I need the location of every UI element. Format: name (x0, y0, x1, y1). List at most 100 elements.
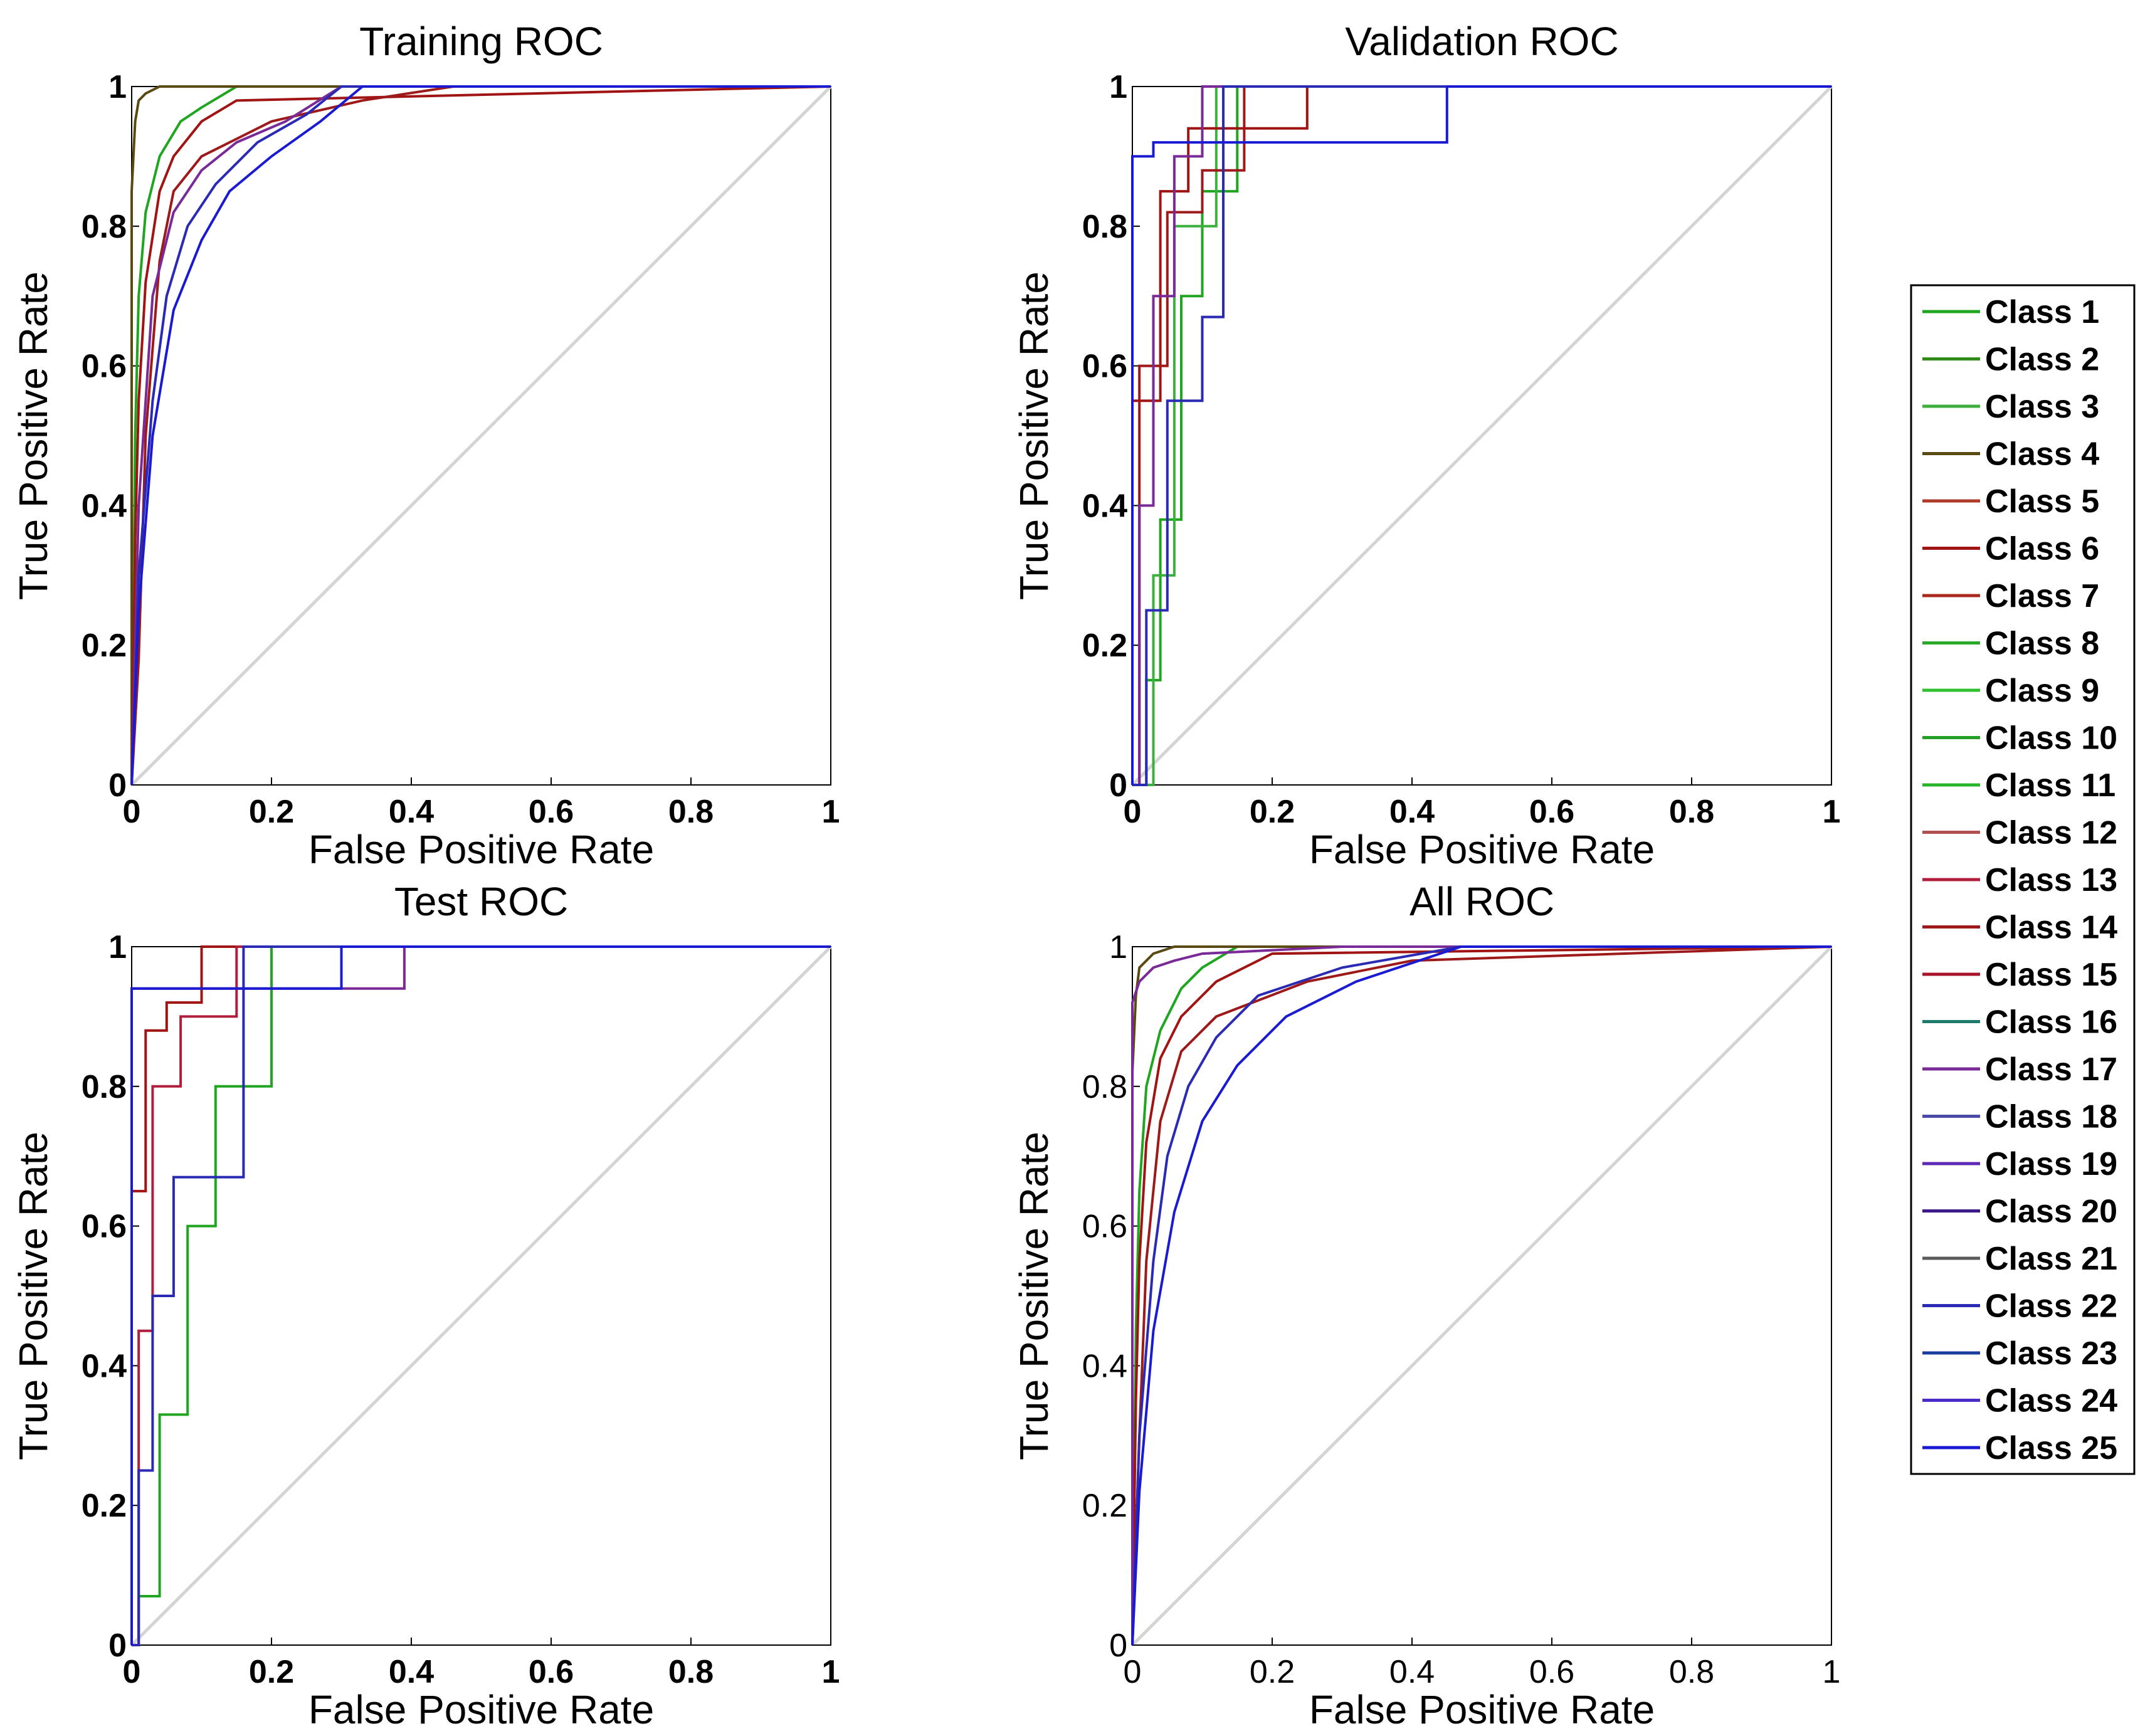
y-tick-label: 0 (1109, 767, 1127, 804)
y-axis-label: True Positive Rate (11, 271, 56, 600)
chart-title: All ROC (1409, 879, 1554, 924)
legend-label: Class 25 (1985, 1430, 2117, 1466)
roc-panel-4: 0 0.2 0.4 0.6 0.8 1 0 0.2 0.4 0.6 0.8 1 All ROC False… (1011, 879, 1840, 1732)
legend-label: Class 13 (1985, 862, 2117, 898)
legend-entry: Class 4 (1922, 436, 2099, 473)
diagonal-reference-line (1131, 945, 1833, 1646)
legend-entry: Class 6 (1922, 531, 2099, 567)
legend-label: Class 4 (1985, 436, 2099, 473)
roc-curve-class-22 (1132, 85, 1831, 786)
legend-label: Class 3 (1985, 389, 2099, 425)
x-tick-label: 1 (1823, 1654, 1841, 1690)
chart-title: Test ROC (394, 879, 568, 924)
legend-entry: Class 21 (1922, 1241, 2117, 1277)
roc-curve-class-17 (130, 85, 831, 786)
y-tick-label: 0.6 (1082, 349, 1127, 385)
roc-curve-class-1 (130, 85, 831, 786)
roc-curve-class-14 (1131, 945, 1832, 1646)
y-tick-label: 0.6 (82, 1209, 127, 1245)
legend-entry: Class 12 (1922, 815, 2117, 851)
x-tick-label: 1 (822, 1654, 840, 1690)
roc-curve-class-25 (1131, 945, 1831, 1646)
x-tick-label: 0.4 (1389, 794, 1435, 830)
y-tick-label: 0.6 (1082, 1209, 1127, 1245)
legend-label: Class 19 (1985, 1146, 2117, 1182)
y-tick-label: 0.8 (1082, 1069, 1127, 1105)
x-tick-label: 0.2 (1250, 794, 1295, 830)
roc-curve-class-22 (130, 85, 831, 786)
legend-entry: Class 3 (1922, 389, 2099, 425)
legend-entry: Class 5 (1922, 483, 2099, 520)
y-tick-label: 1 (1109, 69, 1127, 105)
y-tick-label: 0.6 (82, 349, 127, 385)
legend-label: Class 1 (1985, 294, 2099, 330)
legend-entry: Class 24 (1922, 1383, 2117, 1419)
y-tick-label: 0.2 (1082, 1488, 1127, 1524)
legend-label: Class 10 (1985, 720, 2117, 757)
diagonal-reference-line (130, 85, 832, 786)
legend-label: Class 11 (1985, 767, 2115, 804)
x-tick-label: 0 (1124, 794, 1142, 830)
x-tick-label: 0.2 (249, 1654, 294, 1690)
y-tick-label: 0 (1109, 1628, 1127, 1664)
roc-curve-class-25 (130, 945, 831, 1645)
y-tick-label: 0.2 (82, 628, 127, 664)
diagonal-reference-line (1131, 85, 1833, 786)
legend-label: Class 18 (1985, 1099, 2117, 1135)
y-tick-label: 0.4 (82, 1348, 127, 1384)
x-axis-label: False Positive Rate (1309, 1687, 1655, 1732)
legend-label: Class 9 (1985, 673, 2099, 709)
chart-title: Validation ROC (1345, 19, 1618, 64)
legend-label: Class 23 (1985, 1335, 2117, 1372)
x-tick-label: 1 (822, 794, 840, 830)
y-axis-label: True Positive Rate (1011, 1132, 1056, 1460)
legend-label: Class 12 (1985, 815, 2117, 851)
roc-curve-class-22 (1131, 945, 1831, 1646)
legend-entry: Class 23 (1922, 1335, 2117, 1372)
y-tick-label: 0.2 (82, 1488, 127, 1524)
legend-label: Class 16 (1985, 1004, 2117, 1041)
legend-entry: Class 14 (1922, 910, 2117, 946)
legend-entry: Class 11 (1922, 767, 2115, 804)
legend-entry: Class 9 (1922, 673, 2099, 709)
legend-label: Class 17 (1985, 1051, 2117, 1088)
y-axis-label: True Positive Rate (1011, 271, 1056, 600)
legend-label: Class 15 (1985, 957, 2117, 993)
legend-entry: Class 19 (1922, 1146, 2117, 1182)
x-tick-label: 0 (1124, 1654, 1142, 1690)
x-axis-label: False Positive Rate (308, 827, 654, 872)
chart-title: Training ROC (359, 19, 603, 64)
legend-label: Class 22 (1985, 1288, 2117, 1325)
legend-label: Class 6 (1985, 531, 2099, 567)
y-tick-label: 0.8 (82, 1069, 127, 1105)
y-tick-label: 0.8 (82, 209, 127, 245)
x-tick-label: 0 (123, 1654, 141, 1690)
y-axis-label: True Positive Rate (11, 1132, 56, 1460)
legend-label: Class 2 (1985, 342, 2099, 378)
roc-curve-class-25 (130, 85, 831, 786)
roc-curve-class-25 (1131, 85, 1831, 785)
x-tick-label: 0.6 (1529, 1654, 1574, 1690)
legend-entry: Class 16 (1922, 1004, 2117, 1041)
y-tick-label: 1 (1109, 929, 1127, 965)
x-tick-label: 0.8 (668, 794, 714, 830)
legend-entry: Class 2 (1922, 342, 2099, 378)
x-tick-label: 0.8 (1669, 1654, 1714, 1690)
x-tick-label: 0.8 (668, 1654, 714, 1690)
y-tick-label: 0.2 (1082, 628, 1127, 664)
legend-entry: Class 8 (1922, 626, 2099, 662)
x-tick-label: 0.2 (249, 794, 294, 830)
x-tick-label: 0.4 (1389, 1654, 1435, 1690)
legend-entry: Class 20 (1922, 1194, 2117, 1230)
x-tick-label: 0.2 (1250, 1654, 1295, 1690)
roc-panels: 0 0.2 0.4 0.6 0.8 1 0 0.2 0.4 0.6 0.8 1 Training ROC… (11, 19, 1840, 1732)
roc-curve-class-22 (132, 945, 831, 1646)
roc-panel-1: 0 0.2 0.4 0.6 0.8 1 0 0.2 0.4 0.6 0.8 1 Training ROC… (11, 19, 840, 872)
legend-label: Class 7 (1985, 578, 2099, 614)
legend-label: Class 5 (1985, 483, 2099, 520)
legend-label: Class 14 (1985, 910, 2117, 946)
legend-entry: Class 13 (1922, 862, 2117, 898)
y-tick-label: 0 (108, 1628, 127, 1664)
